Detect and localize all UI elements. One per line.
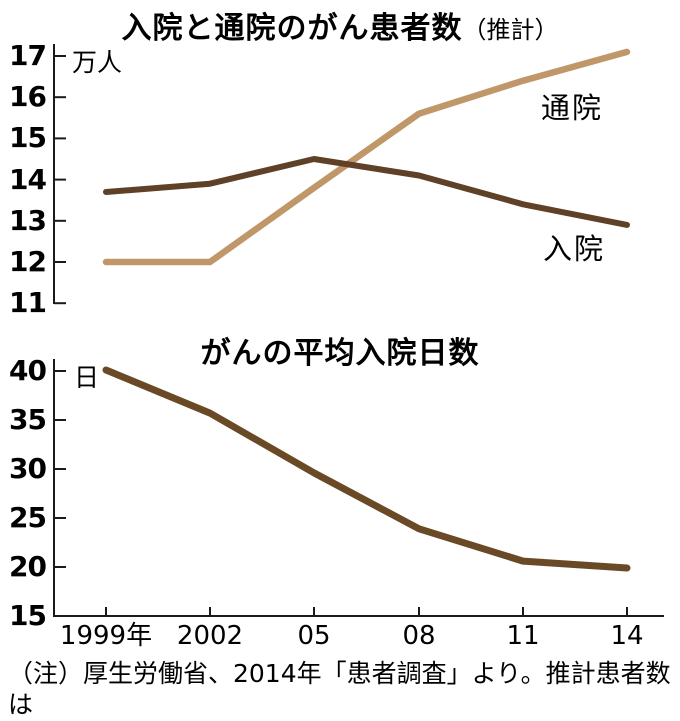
bottom-chart-title: がんの平均入院日数 bbox=[200, 336, 480, 371]
x-tick-label-3: 08 bbox=[402, 621, 436, 651]
y-tick-label-1-35: 35 bbox=[9, 403, 47, 436]
y-tick-label-0-15: 15 bbox=[9, 121, 47, 155]
top-chart-title-main: 入院と通院のがん患者数 bbox=[121, 11, 463, 46]
y-tick-label-1-25: 25 bbox=[9, 501, 47, 534]
source-note: （注）厚生労働省、2014年「患者調査」より。推計患者数は 調査期間中に受療した… bbox=[8, 658, 680, 721]
top-chart-unit-label: 万人 bbox=[72, 48, 123, 77]
y-tick-label-0-12: 12 bbox=[9, 245, 47, 278]
y-tick-label-0-14: 14 bbox=[9, 162, 47, 196]
x-tick-label-2: 05 bbox=[297, 621, 331, 651]
top-chart-title: 入院と通院のがん患者数（推計） bbox=[0, 3, 680, 47]
source-note-line1: （注）厚生労働省、2014年「患者調査」より。推計患者数は bbox=[8, 659, 671, 719]
y-tick-label-0-16: 16 bbox=[9, 80, 47, 114]
avg-stay-line bbox=[102, 366, 631, 572]
top-chart-title-suffix: （推計） bbox=[462, 16, 559, 44]
y-tick-label-1-20: 20 bbox=[9, 550, 47, 583]
inpatient-line bbox=[103, 156, 630, 228]
y-tick-label-0-13: 13 bbox=[9, 203, 47, 237]
x-tick-label-4: 11 bbox=[506, 621, 540, 651]
x-tick-label-1: 2002 bbox=[176, 621, 244, 651]
bottom-chart-unit-label: 日 bbox=[74, 363, 100, 392]
x-tick-label-0: 1999年 bbox=[59, 621, 153, 651]
outpatient-line bbox=[102, 48, 631, 266]
y-tick-label-0-17: 17 bbox=[9, 39, 47, 72]
y-tick-label-1-15: 15 bbox=[9, 599, 47, 632]
y-tick-label-1-40: 40 bbox=[9, 354, 47, 387]
inpatient-series-label: 入院 bbox=[543, 232, 606, 266]
y-tick-label-0-11: 11 bbox=[9, 286, 47, 320]
x-tick-label-5: 14 bbox=[610, 621, 644, 651]
outpatient-series-label: 通院 bbox=[541, 91, 604, 125]
y-tick-label-1-30: 30 bbox=[9, 452, 47, 485]
